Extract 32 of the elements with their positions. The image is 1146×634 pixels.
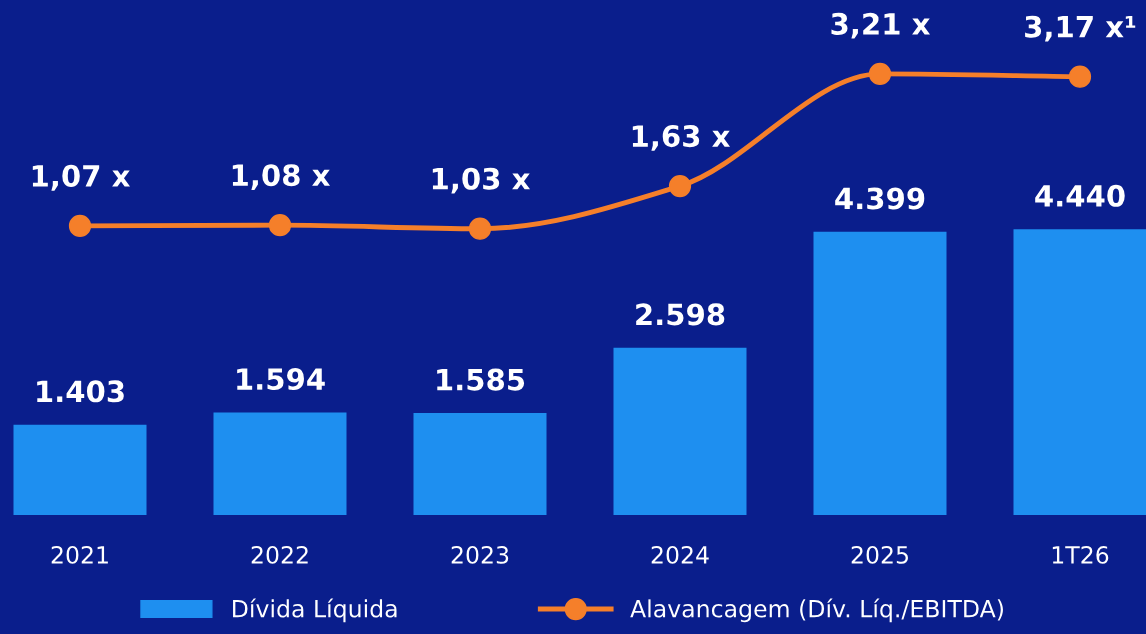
data-label: 2.598	[636, 303, 725, 326]
legend-label: Alavancagem (Dív. Líq./EBITDA)	[630, 598, 1003, 623]
bar	[13, 424, 147, 515]
point	[868, 62, 892, 85]
x-tick-label: 2024	[651, 545, 709, 564]
data-label: 1,08 x	[232, 164, 331, 190]
data-label: 4.440	[1035, 184, 1125, 207]
bar	[613, 347, 747, 515]
point	[68, 214, 92, 238]
point	[268, 214, 292, 237]
data-label: 1.585	[437, 368, 525, 391]
data-label: 1.403	[37, 380, 124, 403]
point	[1068, 65, 1092, 88]
bar	[413, 412, 547, 515]
x-tick-label: 1T26	[1052, 545, 1109, 564]
data-label: 1,63 x	[632, 125, 731, 151]
x-tick-label: 2021	[51, 545, 108, 564]
bar	[813, 231, 947, 515]
data-label: 1.594	[237, 368, 325, 391]
point	[468, 217, 492, 240]
data-label: 1,03 x	[432, 167, 531, 194]
bar	[213, 412, 347, 515]
x-tick-label: 2023	[451, 545, 509, 564]
x-tick-label: 2025	[851, 545, 908, 564]
data-label: 3,21 x	[831, 12, 931, 39]
x-tick-label: 2022	[251, 545, 308, 564]
bar	[1013, 229, 1146, 515]
data-label: 1,07 x	[32, 164, 131, 191]
data-label: 3,17 x¹	[1025, 15, 1136, 42]
legend-label: Dívida Líquida	[233, 598, 397, 623]
data-label: 4.399	[835, 187, 925, 210]
point	[668, 174, 692, 198]
